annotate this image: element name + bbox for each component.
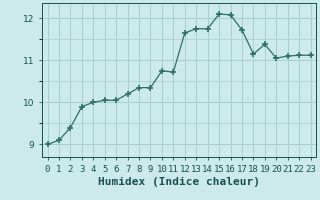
X-axis label: Humidex (Indice chaleur): Humidex (Indice chaleur): [98, 176, 260, 187]
